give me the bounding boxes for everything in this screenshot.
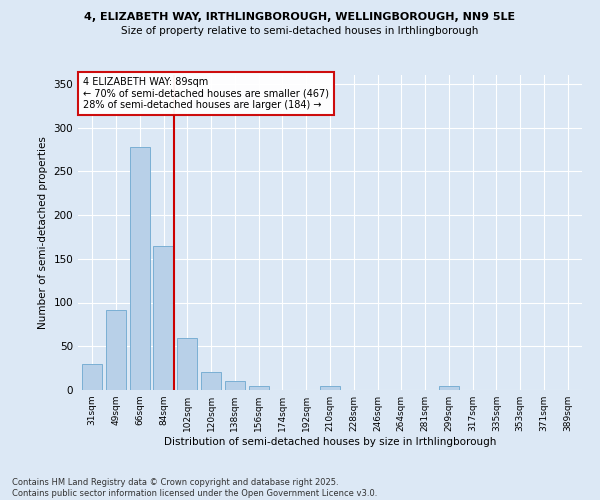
Bar: [177, 338, 197, 390]
Text: 4, ELIZABETH WAY, IRTHLINGBOROUGH, WELLINGBOROUGH, NN9 5LE: 4, ELIZABETH WAY, IRTHLINGBOROUGH, WELLI…: [85, 12, 515, 22]
Bar: [201, 372, 221, 390]
X-axis label: Distribution of semi-detached houses by size in Irthlingborough: Distribution of semi-detached houses by …: [164, 437, 496, 447]
Bar: [248, 386, 269, 390]
Text: 4 ELIZABETH WAY: 89sqm
← 70% of semi-detached houses are smaller (467)
28% of se: 4 ELIZABETH WAY: 89sqm ← 70% of semi-det…: [83, 76, 329, 110]
Bar: [130, 147, 150, 390]
Bar: [225, 381, 245, 390]
Bar: [106, 310, 126, 390]
Bar: [82, 364, 103, 390]
Y-axis label: Number of semi-detached properties: Number of semi-detached properties: [38, 136, 48, 329]
Bar: [320, 386, 340, 390]
Text: Size of property relative to semi-detached houses in Irthlingborough: Size of property relative to semi-detach…: [121, 26, 479, 36]
Bar: [439, 386, 459, 390]
Text: Contains HM Land Registry data © Crown copyright and database right 2025.
Contai: Contains HM Land Registry data © Crown c…: [12, 478, 377, 498]
Bar: [154, 246, 173, 390]
